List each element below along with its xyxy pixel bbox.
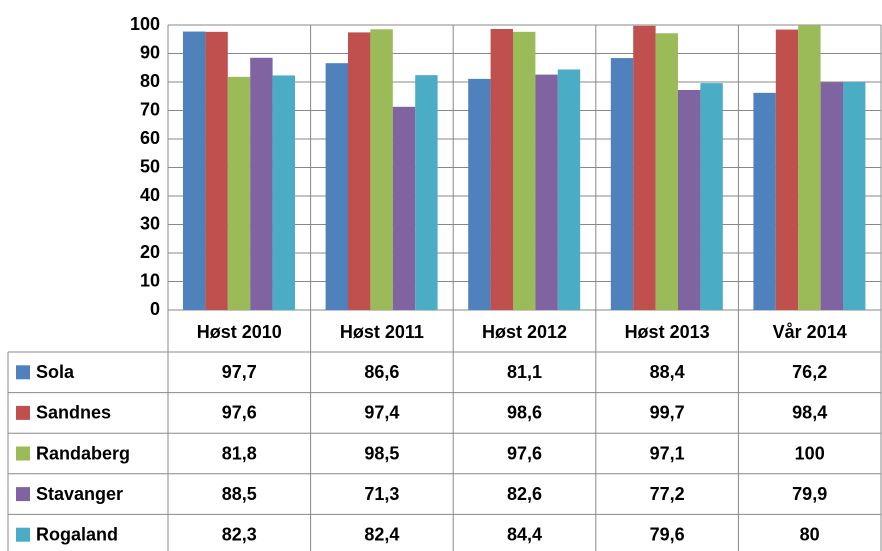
bar: [633, 25, 656, 310]
data-label: 97,6: [507, 443, 542, 463]
data-label: 79,9: [792, 484, 827, 504]
data-label: 99,7: [650, 403, 685, 423]
data-label: 88,4: [650, 362, 685, 382]
data-label: 71,3: [364, 484, 399, 504]
legend-label: Randaberg: [36, 443, 130, 463]
legend-swatch: [16, 405, 30, 420]
y-tick-label: 80: [140, 71, 160, 91]
legend-label: Sola: [36, 362, 75, 382]
data-label: 81,1: [507, 362, 542, 382]
bar: [610, 58, 634, 311]
y-tick-label: 20: [140, 242, 160, 262]
y-tick-label: 30: [140, 213, 160, 233]
data-label: 98,4: [792, 403, 827, 423]
data-label: 80: [800, 524, 820, 544]
data-label: 98,5: [364, 443, 399, 463]
bar: [468, 78, 491, 311]
bar: [655, 33, 678, 310]
bar: [490, 28, 513, 311]
bar: [700, 83, 723, 310]
bar: [415, 75, 438, 310]
bar: [325, 63, 348, 310]
y-tick-label: 100: [130, 14, 160, 34]
legend-swatch: [16, 487, 30, 502]
y-tick-label: 70: [140, 99, 160, 119]
bar: [678, 89, 701, 310]
bar: [753, 92, 776, 310]
data-label: 86,6: [364, 362, 399, 382]
y-tick-label: 50: [140, 156, 160, 176]
x-tick-label: Vår 2014: [773, 322, 847, 342]
legend-label: Sandnes: [36, 403, 111, 423]
y-tick-label: 10: [140, 270, 160, 290]
data-label: 76,2: [792, 362, 827, 382]
data-label: 97,4: [364, 403, 399, 423]
y-tick-label: 60: [140, 128, 160, 148]
bar: [820, 82, 843, 310]
y-tick-label: 0: [150, 299, 160, 319]
data-label: 97,6: [222, 403, 257, 423]
data-label: 79,6: [650, 524, 685, 544]
legend-label: Stavanger: [36, 484, 123, 504]
bar: [183, 31, 206, 311]
legend-swatch: [16, 527, 30, 542]
bar: [843, 82, 866, 310]
legend-swatch: [16, 446, 30, 461]
x-tick-label: Høst 2011: [340, 322, 424, 342]
data-label: 100: [795, 443, 825, 463]
bar: [205, 31, 228, 311]
bar: [798, 25, 821, 310]
data-label: 82,3: [222, 524, 257, 544]
bar: [227, 76, 251, 311]
data-label: 97,7: [222, 362, 257, 382]
data-label: 98,6: [507, 403, 542, 423]
data-label: 88,5: [222, 484, 257, 504]
x-tick-label: Høst 2013: [625, 322, 710, 342]
y-tick-label: 40: [140, 185, 160, 205]
legend-swatch: [16, 365, 30, 380]
y-tick-label: 90: [140, 42, 160, 62]
data-label: 97,1: [650, 443, 685, 463]
x-tick-label: Høst 2010: [197, 322, 282, 342]
bar: [272, 75, 295, 310]
data-label: 84,4: [507, 524, 542, 544]
bar: [250, 57, 273, 311]
bar: [348, 32, 371, 310]
data-label: 77,2: [650, 484, 685, 504]
bar: [535, 74, 558, 310]
bar: [557, 69, 581, 311]
data-label: 81,8: [222, 443, 257, 463]
bar: [370, 29, 393, 311]
bar: [392, 106, 416, 310]
bar: [513, 31, 536, 311]
legend-label: Rogaland: [36, 524, 118, 544]
data-label: 82,4: [364, 524, 399, 544]
x-tick-label: Høst 2012: [482, 322, 567, 342]
data-label: 82,6: [507, 484, 542, 504]
bar: [775, 29, 799, 311]
